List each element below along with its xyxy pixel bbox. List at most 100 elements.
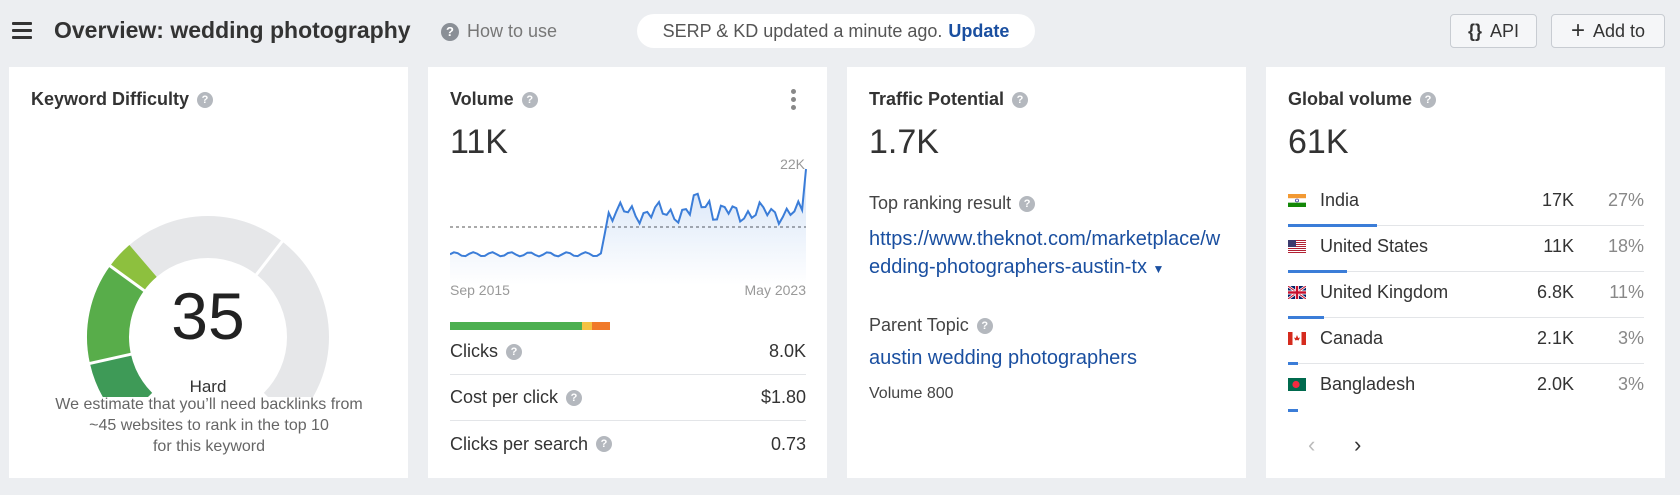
clicks-organic-bar [450, 322, 582, 330]
next-page-icon[interactable]: › [1354, 432, 1362, 457]
cps-row: Clicks per search? 0.73 [450, 421, 806, 467]
global-title-label: Global volume [1288, 89, 1413, 109]
help-icon[interactable]: ? [1019, 195, 1036, 212]
cpc-row: Cost per click? $1.80 [450, 375, 806, 421]
traffic-title: Traffic Potential ? [869, 89, 1029, 110]
help-icon[interactable]: ? [521, 91, 538, 108]
bangladesh-flag-icon [1288, 378, 1306, 391]
help-icon[interactable]: ? [596, 436, 613, 452]
top-result-label: Top ranking result ? [869, 193, 1036, 214]
country-share-bar [1288, 409, 1298, 412]
country-row[interactable]: United Kingdom 6.8K 11% [1288, 272, 1644, 319]
prev-page-icon[interactable]: ‹ [1308, 432, 1316, 457]
top-result-link[interactable]: https://www.theknot.com/marketplace/wedd… [869, 225, 1229, 283]
country-volume: 11K [1543, 236, 1574, 256]
plus-icon: + [1570, 17, 1585, 44]
canada-flag-icon [1288, 332, 1306, 345]
clicks-value: 8.0K [768, 341, 806, 361]
volume-line [450, 168, 807, 258]
kd-gauge: 35 Hard [86, 216, 329, 397]
gauge-segment-2 [87, 265, 145, 364]
add-to-label: Add to [1592, 20, 1646, 41]
top-result-url[interactable]: https://www.theknot.com/marketplace/wedd… [869, 228, 1221, 278]
volume-value: 11K [450, 123, 508, 161]
clicks-row: Clicks? 8.0K [450, 329, 806, 375]
global-volume-card: Global volume ? 61K India 17K 27% United… [1266, 67, 1665, 478]
country-row[interactable]: India 17K 27% [1288, 180, 1644, 227]
country-volume: 2.0K [1536, 374, 1574, 394]
how-to-use-link[interactable]: ? How to use [441, 21, 557, 42]
help-icon[interactable]: ? [1012, 91, 1029, 108]
dropdown-caret-icon[interactable]: ▼ [1152, 262, 1165, 276]
uk-flag-icon [1288, 286, 1306, 299]
cps-value: 0.73 [770, 433, 806, 454]
country-name: India [1320, 190, 1360, 210]
parent-topic-text: Parent Topic [869, 315, 969, 335]
country-row[interactable]: Bangladesh 2.0K 3% [1288, 364, 1644, 412]
country-name: United Kingdom [1320, 282, 1449, 302]
volume-card: Volume ? 11K 22K Sep 2015 May 2023 Click… [428, 67, 827, 478]
traffic-title-label: Traffic Potential [869, 89, 1005, 109]
how-to-use-label: How to use [467, 21, 558, 41]
country-name: Bangladesh [1320, 374, 1416, 394]
cpc-value: $1.80 [760, 387, 806, 407]
volume-title-label: Volume [450, 89, 514, 109]
country-name: United States [1320, 236, 1429, 256]
traffic-potential-card: Traffic Potential ? 1.7K Top ranking res… [847, 67, 1246, 478]
kd-description: We estimate that you’ll need backlinks f… [39, 394, 379, 457]
menu-icon[interactable] [12, 22, 32, 40]
kd-title-label: Keyword Difficulty [31, 89, 190, 109]
chart-end-date: May 2023 [745, 282, 807, 298]
update-link[interactable]: Update [948, 20, 1010, 41]
country-share: 3% [1617, 374, 1644, 394]
country-share: 18% [1607, 236, 1644, 256]
help-icon[interactable]: ? [566, 389, 583, 406]
gauge-segment-1 [89, 353, 153, 397]
api-label: API [1490, 20, 1520, 41]
global-value: 61K [1288, 123, 1349, 161]
clicks-noclick-bar [592, 322, 610, 330]
clicks-paid-bar [582, 322, 592, 330]
kd-desc-line: for this keyword [152, 438, 266, 455]
country-share-bar [1288, 362, 1298, 365]
kd-title: Keyword Difficulty ? [31, 89, 214, 110]
more-options-icon[interactable] [791, 89, 797, 113]
kd-desc-line: ~45 websites to rank in the top 10 [89, 417, 329, 434]
api-button[interactable]: {} API [1450, 14, 1537, 48]
cps-label: Clicks per search [450, 433, 589, 454]
add-to-button[interactable]: + Add to [1551, 14, 1665, 48]
us-flag-icon [1288, 240, 1306, 253]
gauge-separator [86, 352, 135, 366]
traffic-value: 1.7K [869, 123, 939, 161]
country-share-bar [1288, 316, 1325, 319]
country-row[interactable]: Canada 2.1K 3% [1288, 318, 1644, 365]
keyword-difficulty-card: Keyword Difficulty ? 35 Hard We estimate… [9, 67, 408, 478]
serp-status-pill: SERP & KD updated a minute ago. Update [637, 14, 1035, 48]
country-share: 27% [1607, 190, 1644, 210]
chart-max-label: 22K [780, 156, 806, 172]
volume-title: Volume ? [450, 89, 538, 110]
help-icon: ? [441, 22, 459, 41]
parent-topic-link[interactable]: austin wedding photographers [869, 347, 1137, 369]
country-share-bar [1288, 224, 1378, 227]
country-volume: 17K [1541, 190, 1574, 210]
india-flag-icon [1288, 194, 1306, 207]
help-icon[interactable]: ? [197, 91, 214, 108]
help-icon[interactable]: ? [976, 317, 993, 334]
global-title: Global volume ? [1288, 89, 1437, 110]
parent-topic-label: Parent Topic ? [869, 315, 993, 336]
parent-topic-volume: Volume 800 [869, 385, 954, 402]
country-share: 11% [1609, 282, 1644, 302]
country-row[interactable]: United States 11K 18% [1288, 226, 1644, 273]
top-result-text: Top ranking result [869, 193, 1012, 213]
help-icon[interactable]: ? [506, 343, 522, 360]
country-share: 3% [1617, 328, 1644, 348]
gauge-separator [253, 238, 286, 278]
clicks-label: Clicks [450, 341, 498, 361]
volume-trend-chart: 22K Sep 2015 May 2023 [450, 156, 807, 298]
help-icon[interactable]: ? [1420, 91, 1437, 108]
chart-start-date: Sep 2015 [450, 282, 510, 298]
kd-desc-line: We estimate that you’ll need backlinks f… [55, 396, 363, 413]
kd-score: 35 [171, 279, 244, 353]
serp-status-text: SERP & KD updated a minute ago. [662, 20, 943, 41]
